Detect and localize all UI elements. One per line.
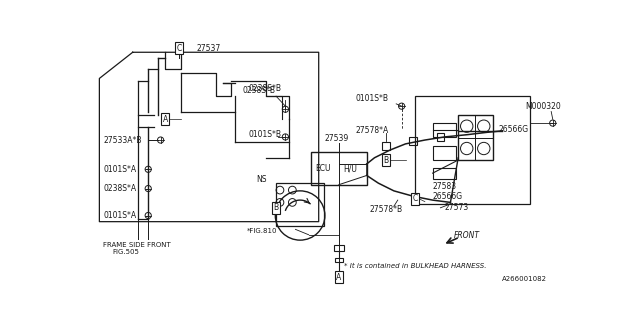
Text: A: A xyxy=(336,273,342,282)
Text: 26566G: 26566G xyxy=(433,192,463,201)
Text: A266001082: A266001082 xyxy=(502,276,547,283)
Text: 27578*B: 27578*B xyxy=(370,205,403,214)
Text: A: A xyxy=(163,115,168,124)
Text: B: B xyxy=(383,156,388,164)
Text: 0101S*A: 0101S*A xyxy=(103,211,136,220)
Text: *FIG.810: *FIG.810 xyxy=(246,228,277,234)
Text: C: C xyxy=(412,194,417,203)
Text: ECU: ECU xyxy=(315,164,330,173)
Bar xyxy=(311,152,367,185)
Text: 27539: 27539 xyxy=(325,134,349,143)
Bar xyxy=(458,116,493,160)
Text: 0238S*B: 0238S*B xyxy=(243,86,276,95)
Bar xyxy=(436,133,444,141)
Bar xyxy=(276,183,324,226)
Text: 27583: 27583 xyxy=(433,182,457,191)
Bar xyxy=(415,96,529,204)
Text: B: B xyxy=(273,203,278,212)
Text: 26566G: 26566G xyxy=(499,125,529,134)
Text: 27533A*B: 27533A*B xyxy=(103,136,141,145)
Text: FIG.505: FIG.505 xyxy=(113,250,140,255)
Text: FRONT: FRONT xyxy=(454,231,479,240)
Text: 27537: 27537 xyxy=(196,44,221,53)
Text: C: C xyxy=(177,44,182,53)
Text: 0101S*A: 0101S*A xyxy=(103,165,136,174)
Text: 27578*A: 27578*A xyxy=(356,126,389,135)
Text: M000320: M000320 xyxy=(525,102,561,111)
Bar xyxy=(334,245,344,251)
Text: * It is contained in BULKHEAD HARNESS.: * It is contained in BULKHEAD HARNESS. xyxy=(344,262,486,268)
Text: FRAME SIDE FRONT: FRAME SIDE FRONT xyxy=(103,242,171,248)
Text: 0238S*B: 0238S*B xyxy=(249,84,282,93)
Bar xyxy=(335,258,343,262)
Text: H/U: H/U xyxy=(344,164,357,173)
Text: 0238S*A: 0238S*A xyxy=(103,184,136,193)
Bar xyxy=(433,146,456,160)
Text: 27573: 27573 xyxy=(444,203,468,212)
Bar xyxy=(433,168,456,179)
Bar xyxy=(410,137,417,145)
Bar xyxy=(382,142,390,150)
Text: NS: NS xyxy=(257,175,268,184)
Text: 0101S*B: 0101S*B xyxy=(356,94,389,103)
Bar xyxy=(433,123,456,137)
Text: 0101S*B: 0101S*B xyxy=(249,130,282,139)
